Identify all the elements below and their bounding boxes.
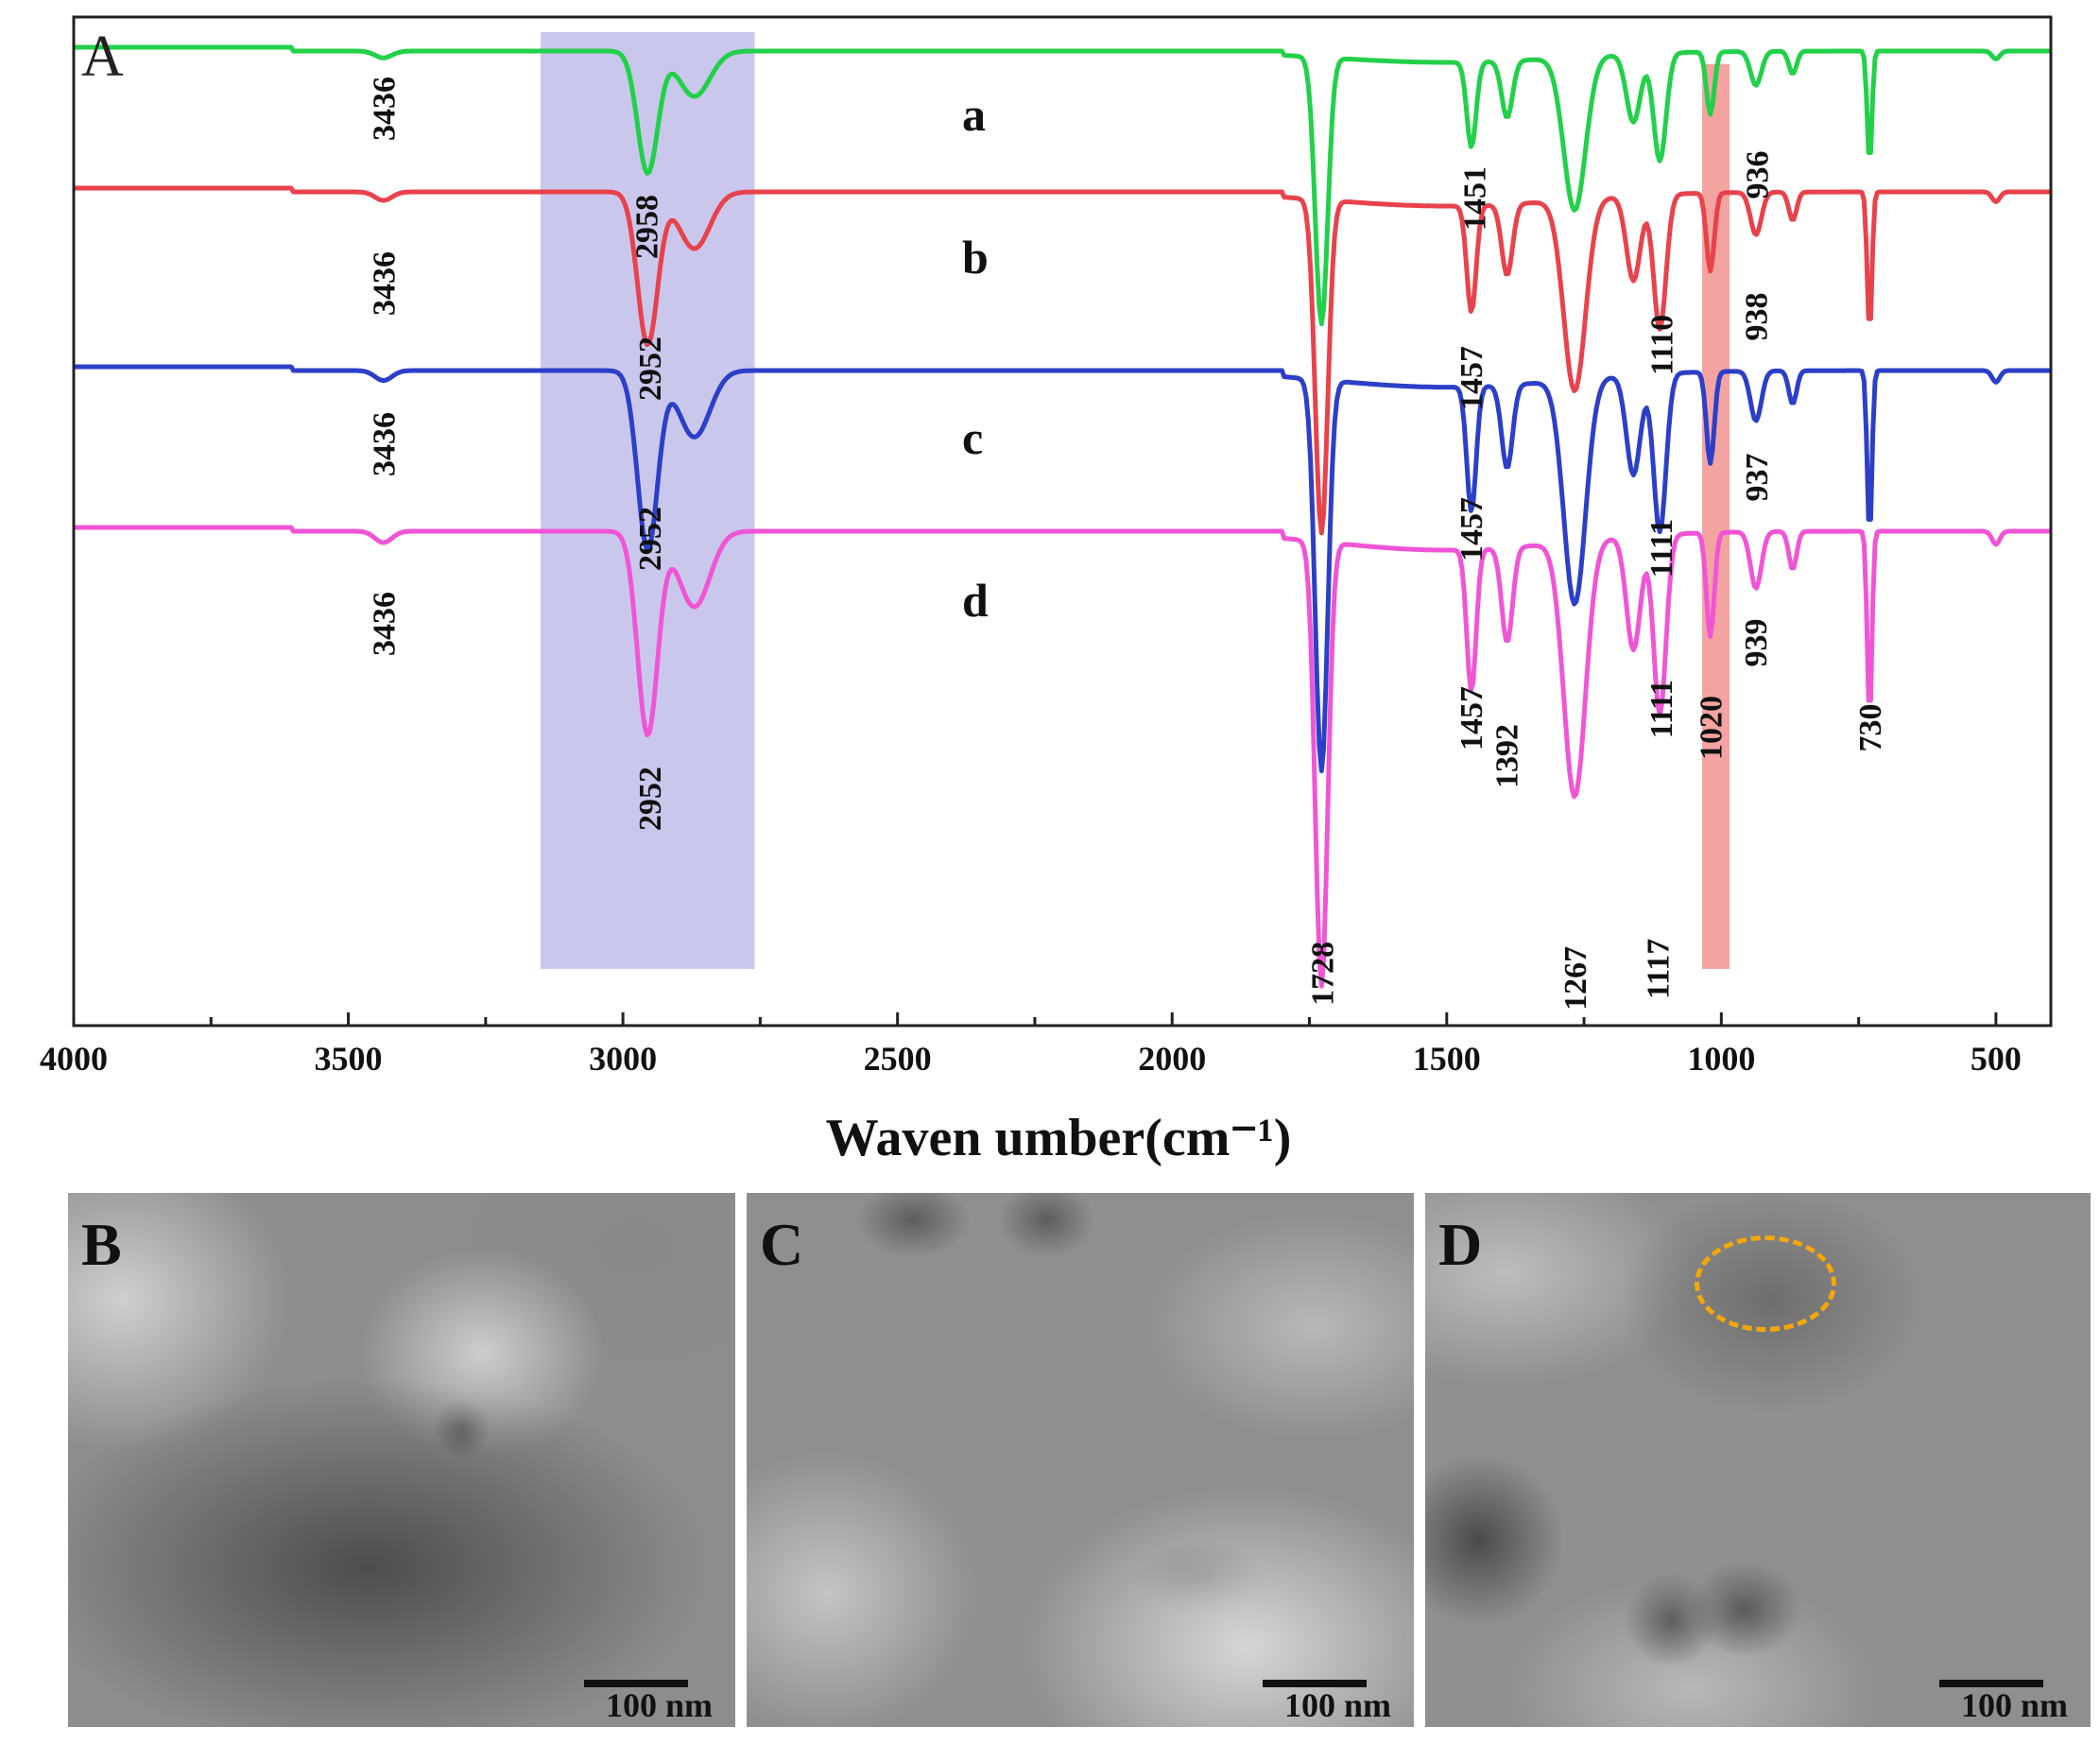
peak-label: 2952: [633, 507, 668, 571]
tem-label-c: C: [760, 1211, 804, 1278]
peak-label: 730: [1853, 704, 1888, 752]
peak-label: 3436: [368, 412, 403, 476]
peak-label: 2952: [633, 767, 668, 831]
peak-label: 1111: [1644, 680, 1679, 738]
scale-text-d: 100 nm: [1960, 1686, 2068, 1724]
peak-label: 1110: [1644, 315, 1679, 375]
series-a-line: [73, 44, 2052, 327]
x-tick-label: 4000: [40, 1040, 108, 1078]
x-axis-label: Waven umber(cm⁻¹): [826, 1109, 1292, 1167]
series-d-line: [73, 525, 2052, 989]
scale-bar-d: [1939, 1680, 2043, 1687]
peak-label: 1457: [1455, 497, 1489, 561]
series-label-a: a: [962, 88, 986, 141]
tem-label-b: B: [81, 1211, 122, 1278]
tem-image-d: D 100 nm: [1425, 1193, 2091, 1727]
peak-label: 938: [1739, 293, 1774, 341]
peak-label: 939: [1739, 619, 1774, 667]
peak-label: 1728: [1305, 941, 1340, 1006]
peak-label: 2952: [633, 337, 668, 401]
x-tick-label: 3000: [589, 1040, 657, 1078]
x-tick-label: 2000: [1138, 1040, 1206, 1078]
peak-label: 1117: [1641, 939, 1676, 999]
scale-text-b: 100 nm: [605, 1686, 713, 1724]
tem-image-b: B 100 nm: [68, 1193, 735, 1727]
x-tick-label: 1000: [1687, 1040, 1755, 1078]
x-tick-label: 500: [1971, 1040, 2022, 1078]
peak-label: 1111: [1644, 519, 1679, 578]
ftir-chart: a b c d 4000 3500 3000 2500 2000 1500 1000 500 343…: [40, 15, 2053, 1167]
peak-label: 937: [1740, 454, 1775, 502]
peak-label: 1451: [1457, 166, 1492, 231]
scale-text-c: 100 nm: [1283, 1686, 1391, 1724]
peak-label: 3436: [368, 77, 403, 141]
series-b-line: [73, 185, 2052, 536]
peak-label: 1267: [1558, 946, 1593, 1010]
series-c-line: [73, 364, 2052, 773]
peak-label: 3436: [368, 592, 403, 656]
tem-image-c: C 100 nm: [747, 1193, 1414, 1727]
scale-bar-b: [584, 1680, 688, 1687]
scale-bar-c: [1263, 1680, 1367, 1687]
plot-frame: [72, 15, 2053, 1027]
peak-label: 3436: [368, 251, 403, 316]
peak-label: 1392: [1490, 724, 1525, 788]
panel-label-a: A: [81, 25, 124, 89]
shaded-region-1: [540, 32, 755, 969]
peak-label: 1457: [1455, 686, 1489, 751]
peak-label: 1020: [1695, 696, 1730, 760]
series-label-c: c: [962, 411, 983, 464]
series-label-b: b: [962, 231, 989, 284]
peak-label: 2958: [630, 195, 665, 259]
x-tick-label: 1500: [1413, 1040, 1481, 1078]
x-tick-label: 2500: [864, 1040, 932, 1078]
x-tick-label: 3500: [315, 1040, 383, 1078]
series-label-d: d: [962, 574, 989, 627]
tem-label-d: D: [1438, 1211, 1483, 1278]
highlight-ellipse: [1695, 1235, 1836, 1332]
peak-label: 1457: [1455, 346, 1489, 410]
peak-label: 936: [1741, 151, 1776, 199]
shaded-region-2: [1701, 64, 1730, 969]
